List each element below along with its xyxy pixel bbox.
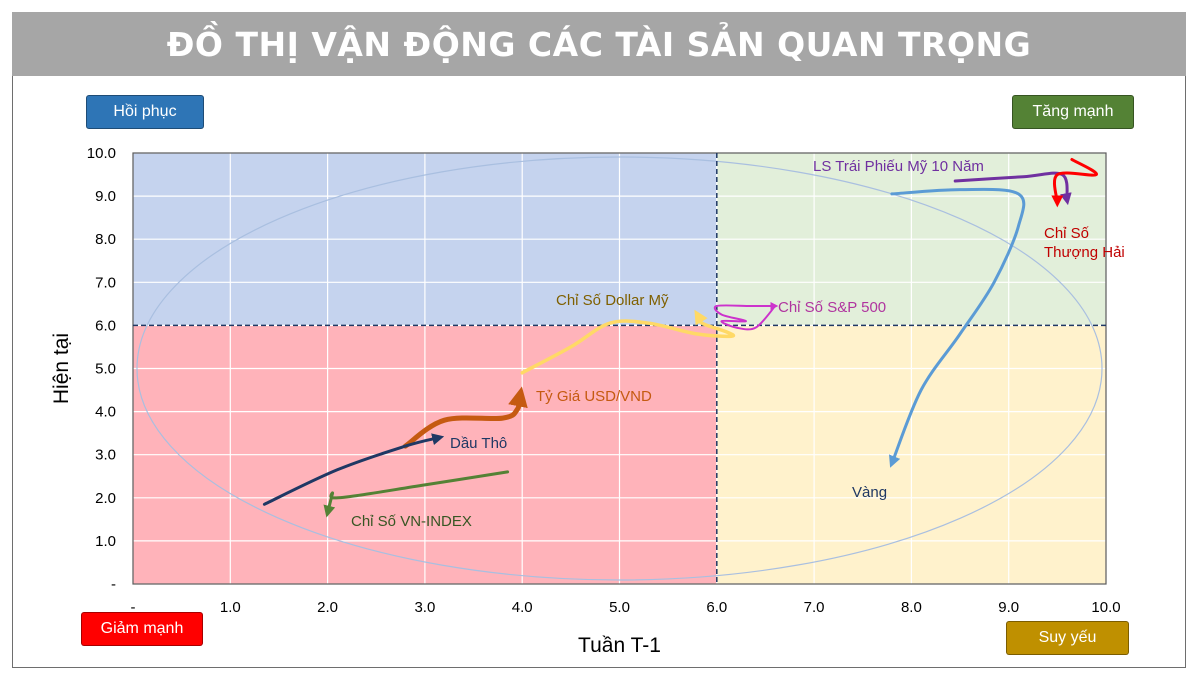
series-label-line: Chỉ Số (1044, 225, 1090, 242)
series-line (713, 302, 779, 331)
series-line (953, 171, 1072, 206)
series-label: Chỉ Số Dollar Mỹ (556, 292, 669, 309)
quadrant-label-recovery: Hồi phục (86, 95, 204, 129)
y-tick-label: 6.0 (95, 317, 116, 334)
quadrant-label-sharp-decline: Giảm mạnh (81, 612, 203, 646)
series-line (520, 309, 736, 375)
x-axis-title: Tuần T-1 (578, 634, 661, 657)
series-label: Chỉ Số S&P 500 (778, 299, 886, 316)
series-line (889, 187, 1026, 468)
reference-ellipse (136, 156, 1103, 581)
x-tick-label: 10.0 (1091, 599, 1120, 616)
x-tick-label: 6.0 (706, 599, 727, 616)
series-label: Vàng (852, 484, 887, 501)
y-tick-label: - (111, 576, 116, 593)
y-tick-label: 10.0 (87, 145, 116, 162)
quadrant-label-strong-growth: Tăng mạnh (1012, 95, 1134, 129)
x-tick-label: 9.0 (998, 599, 1019, 616)
x-tick-label: 4.0 (512, 599, 533, 616)
series-label-line: Thượng Hải (1044, 244, 1125, 261)
x-tick-label: 3.0 (414, 599, 435, 616)
x-tick-label: 8.0 (901, 599, 922, 616)
y-axis-title: Hiện tại (50, 333, 73, 404)
series-line (323, 470, 510, 518)
x-tick-label: 5.0 (609, 599, 630, 616)
series-line (262, 433, 445, 506)
plot-area-border (132, 152, 1107, 585)
series-label: Chỉ Số VN-INDEX (351, 513, 472, 530)
x-tick-label: - (131, 599, 136, 616)
y-tick-label: 9.0 (95, 188, 116, 205)
series-label: Chỉ Số Thượng Hải (1044, 225, 1125, 261)
x-tick-label: 1.0 (220, 599, 241, 616)
series-line (1051, 158, 1098, 208)
series-label: Tỷ Giá USD/VND (536, 388, 652, 405)
y-tick-label: 8.0 (95, 231, 116, 248)
y-tick-label: 2.0 (95, 490, 116, 507)
series-label: Dầu Thô (450, 435, 507, 452)
y-tick-label: 3.0 (95, 447, 116, 464)
series-label: LS Trái Phiếu Mỹ 10 Năm (813, 158, 984, 175)
quadrant-label-weakening: Suy yếu (1006, 621, 1129, 655)
x-tick-label: 7.0 (804, 599, 825, 616)
x-tick-label: 2.0 (317, 599, 338, 616)
series-line (402, 386, 528, 449)
y-tick-label: 7.0 (95, 274, 116, 291)
y-tick-label: 5.0 (95, 361, 116, 378)
chart-title: ĐỒ THỊ VẬN ĐỘNG CÁC TÀI SẢN QUAN TRỌNG (12, 12, 1186, 76)
y-tick-label: 1.0 (95, 533, 116, 550)
y-tick-label: 4.0 (95, 404, 116, 421)
